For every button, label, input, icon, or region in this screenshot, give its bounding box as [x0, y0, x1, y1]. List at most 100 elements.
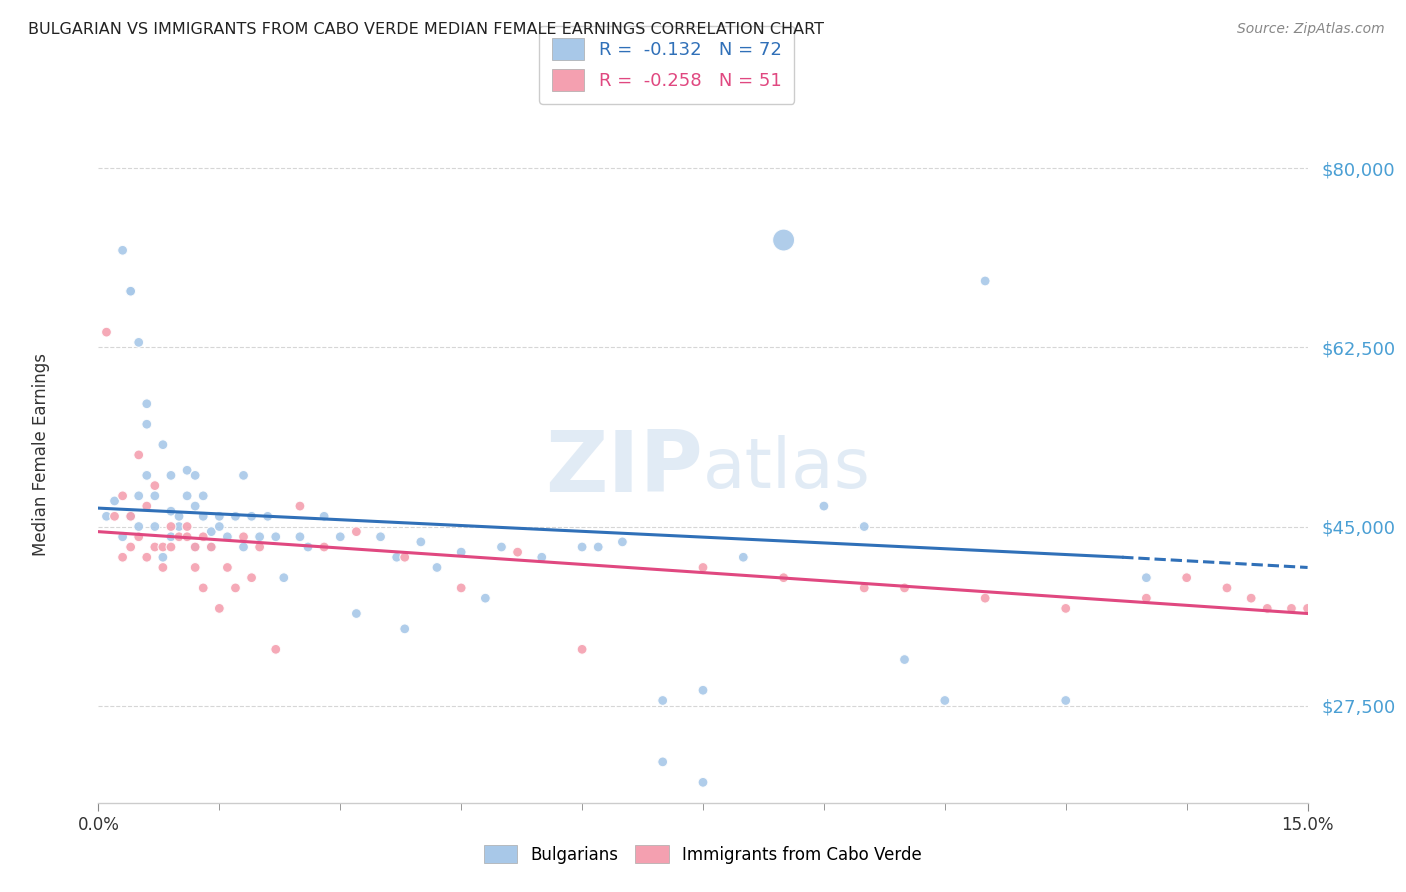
Point	[128, 335, 150, 350]
Point	[111, 489, 134, 503]
Point	[853, 519, 876, 533]
Point	[1240, 591, 1263, 606]
Point	[160, 530, 183, 544]
Point	[450, 581, 472, 595]
Point	[232, 530, 254, 544]
Point	[612, 534, 634, 549]
Point	[167, 519, 190, 533]
Text: Source: ZipAtlas.com: Source: ZipAtlas.com	[1237, 22, 1385, 37]
Point	[329, 530, 352, 544]
Point	[385, 550, 408, 565]
Point	[651, 755, 673, 769]
Point	[135, 550, 157, 565]
Point	[208, 509, 231, 524]
Point	[96, 325, 118, 339]
Point	[128, 489, 150, 503]
Point	[103, 509, 125, 524]
Point	[160, 519, 183, 533]
Point	[160, 468, 183, 483]
Point	[200, 540, 222, 554]
Point	[208, 601, 231, 615]
Point	[692, 683, 714, 698]
Point	[1054, 601, 1077, 615]
Point	[193, 509, 215, 524]
Point	[474, 591, 496, 606]
Point	[184, 540, 207, 554]
Point	[249, 540, 271, 554]
Point	[167, 509, 190, 524]
Point	[208, 519, 231, 533]
Point	[135, 499, 157, 513]
Point	[200, 540, 222, 554]
Point	[217, 560, 239, 574]
Point	[1175, 571, 1198, 585]
Legend: R =  -0.132   N = 72, R =  -0.258   N = 51: R = -0.132 N = 72, R = -0.258 N = 51	[538, 26, 794, 104]
Point	[344, 524, 367, 539]
Point	[1281, 601, 1303, 615]
Point	[135, 397, 157, 411]
Point	[111, 530, 134, 544]
Point	[344, 607, 367, 621]
Point	[143, 540, 166, 554]
Point	[893, 652, 915, 666]
Point	[224, 509, 246, 524]
Point	[426, 560, 449, 574]
Point	[409, 534, 432, 549]
Point	[934, 693, 956, 707]
Point	[103, 494, 125, 508]
Point	[184, 499, 207, 513]
Point	[733, 550, 755, 565]
Point	[1135, 591, 1157, 606]
Point	[193, 581, 215, 595]
Point	[200, 524, 222, 539]
Point	[264, 530, 287, 544]
Point	[111, 244, 134, 258]
Y-axis label: Median Female Earnings: Median Female Earnings	[32, 353, 49, 557]
Point	[143, 519, 166, 533]
Point	[184, 540, 207, 554]
Point	[273, 571, 295, 585]
Point	[152, 540, 174, 554]
Point	[176, 463, 198, 477]
Point	[772, 233, 794, 247]
Point	[193, 530, 215, 544]
Point	[772, 571, 794, 585]
Point	[160, 504, 183, 518]
Point	[160, 540, 183, 554]
Text: BULGARIAN VS IMMIGRANTS FROM CABO VERDE MEDIAN FEMALE EARNINGS CORRELATION CHART: BULGARIAN VS IMMIGRANTS FROM CABO VERDE …	[28, 22, 824, 37]
Point	[128, 519, 150, 533]
Point	[586, 540, 609, 554]
Point	[394, 550, 416, 565]
Point	[692, 560, 714, 574]
Point	[184, 560, 207, 574]
Point	[1296, 601, 1319, 615]
Point	[232, 540, 254, 554]
Point	[120, 509, 142, 524]
Point	[152, 550, 174, 565]
Point	[1216, 581, 1239, 595]
Point	[249, 530, 271, 544]
Point	[176, 519, 198, 533]
Point	[692, 775, 714, 789]
Point	[314, 540, 336, 554]
Point	[135, 417, 157, 432]
Text: atlas: atlas	[703, 435, 870, 502]
Point	[224, 581, 246, 595]
Point	[893, 581, 915, 595]
Point	[813, 499, 835, 513]
Point	[120, 540, 142, 554]
Point	[491, 540, 513, 554]
Point	[394, 622, 416, 636]
Point	[120, 284, 142, 298]
Point	[530, 550, 553, 565]
Legend: Bulgarians, Immigrants from Cabo Verde: Bulgarians, Immigrants from Cabo Verde	[478, 838, 928, 871]
Point	[1054, 693, 1077, 707]
Point	[232, 468, 254, 483]
Point	[240, 571, 263, 585]
Point	[152, 560, 174, 574]
Point	[96, 509, 118, 524]
Point	[167, 530, 190, 544]
Point	[314, 509, 336, 524]
Point	[651, 693, 673, 707]
Point	[176, 489, 198, 503]
